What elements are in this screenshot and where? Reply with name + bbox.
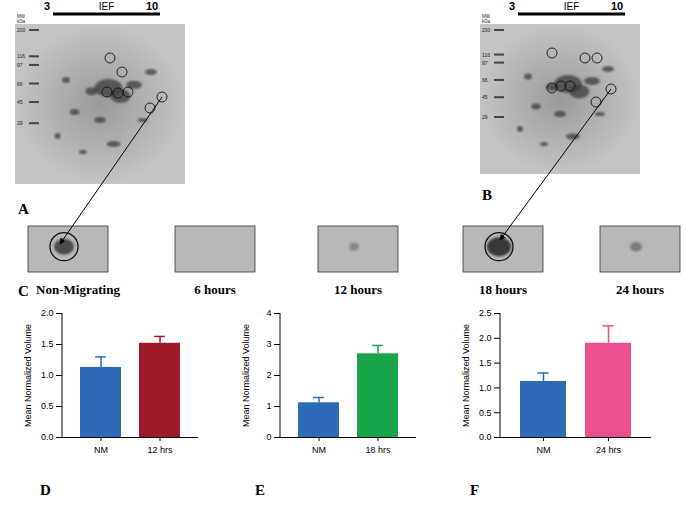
svg-text:4: 4: [266, 308, 271, 318]
svg-text:10: 10: [611, 0, 623, 12]
html-text:E: E: [255, 482, 265, 498]
html-text:D: D: [40, 482, 51, 498]
svg-text:3: 3: [266, 339, 271, 349]
svg-text:C: C: [18, 283, 29, 299]
svg-text:1.0: 1.0: [41, 370, 54, 380]
svg-text:1.5: 1.5: [41, 339, 54, 349]
svg-text:MW: MW: [482, 14, 490, 19]
svg-text:18 hrs: 18 hrs: [365, 445, 391, 455]
svg-text:NM: NM: [537, 445, 551, 455]
html-text:F: F: [470, 482, 480, 498]
svg-text:97: 97: [17, 62, 23, 68]
svg-text:2: 2: [266, 370, 271, 380]
svg-text:18 hours: 18 hours: [479, 282, 527, 297]
svg-text:0: 0: [266, 432, 271, 442]
svg-text:1: 1: [266, 401, 271, 411]
svg-text:45: 45: [17, 99, 23, 105]
svg-text:6 hours: 6 hours: [194, 282, 236, 297]
svg-text:NM: NM: [312, 445, 326, 455]
svg-text:3: 3: [44, 0, 50, 12]
svg-text:0.0: 0.0: [479, 432, 492, 442]
svg-text:12 hrs: 12 hrs: [147, 445, 173, 455]
svg-text:24 hrs: 24 hrs: [596, 445, 622, 455]
svg-text:IEF: IEF: [564, 1, 580, 12]
svg-text:29: 29: [17, 120, 23, 126]
svg-text:66: 66: [17, 81, 23, 87]
svg-text:NM: NM: [94, 445, 108, 455]
svg-text:2.0: 2.0: [41, 308, 54, 318]
svg-text:0.5: 0.5: [479, 408, 492, 418]
svg-text:kDa: kDa: [17, 19, 25, 24]
svg-text:0.5: 0.5: [41, 401, 54, 411]
svg-text:2.0: 2.0: [479, 333, 492, 343]
svg-text:3: 3: [509, 0, 515, 12]
svg-text:66: 66: [482, 77, 488, 83]
svg-text:0.0: 0.0: [41, 432, 54, 442]
svg-text:200: 200: [17, 27, 26, 33]
svg-text:200: 200: [482, 27, 491, 33]
svg-text:A: A: [18, 201, 29, 217]
svg-text:116: 116: [482, 52, 490, 58]
svg-text:Non-Migrating: Non-Migrating: [36, 282, 120, 297]
svg-text:B: B: [482, 187, 492, 203]
svg-text:24 hours: 24 hours: [616, 282, 664, 297]
svg-text:Mean Normalized Volume: Mean Normalized Volume: [461, 324, 471, 427]
svg-text:29: 29: [482, 114, 488, 120]
svg-text:MW: MW: [17, 14, 25, 19]
svg-text:10: 10: [146, 0, 158, 12]
svg-text:12 hours: 12 hours: [334, 282, 382, 297]
svg-text:Mean Normalized Volume: Mean Normalized Volume: [241, 324, 251, 427]
svg-text:2.5: 2.5: [479, 308, 492, 318]
svg-text:116: 116: [17, 53, 25, 59]
svg-text:97: 97: [482, 60, 488, 66]
svg-text:IEF: IEF: [99, 1, 115, 12]
svg-text:1.0: 1.0: [479, 383, 492, 393]
svg-text:45: 45: [482, 94, 488, 100]
svg-text:Mean Normalized Volume: Mean Normalized Volume: [23, 324, 33, 427]
svg-text:1.5: 1.5: [479, 358, 492, 368]
svg-text:kDa: kDa: [482, 19, 490, 24]
